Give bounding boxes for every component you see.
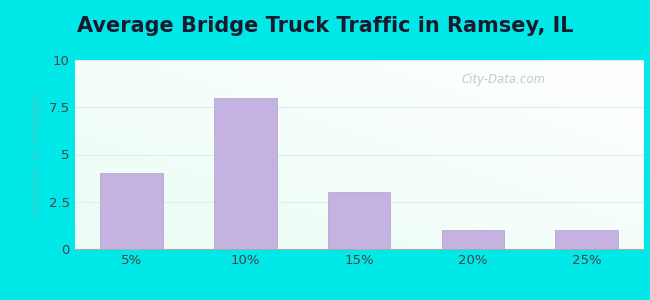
Y-axis label: number of bridges: number of bridges [30,93,43,216]
Bar [555,230,618,249]
Bar [328,192,391,249]
Bar [100,173,163,249]
Bar [441,230,504,249]
Bar [214,98,277,249]
Text: City-Data.com: City-Data.com [462,73,545,86]
Text: Average Bridge Truck Traffic in Ramsey, IL: Average Bridge Truck Traffic in Ramsey, … [77,16,573,37]
